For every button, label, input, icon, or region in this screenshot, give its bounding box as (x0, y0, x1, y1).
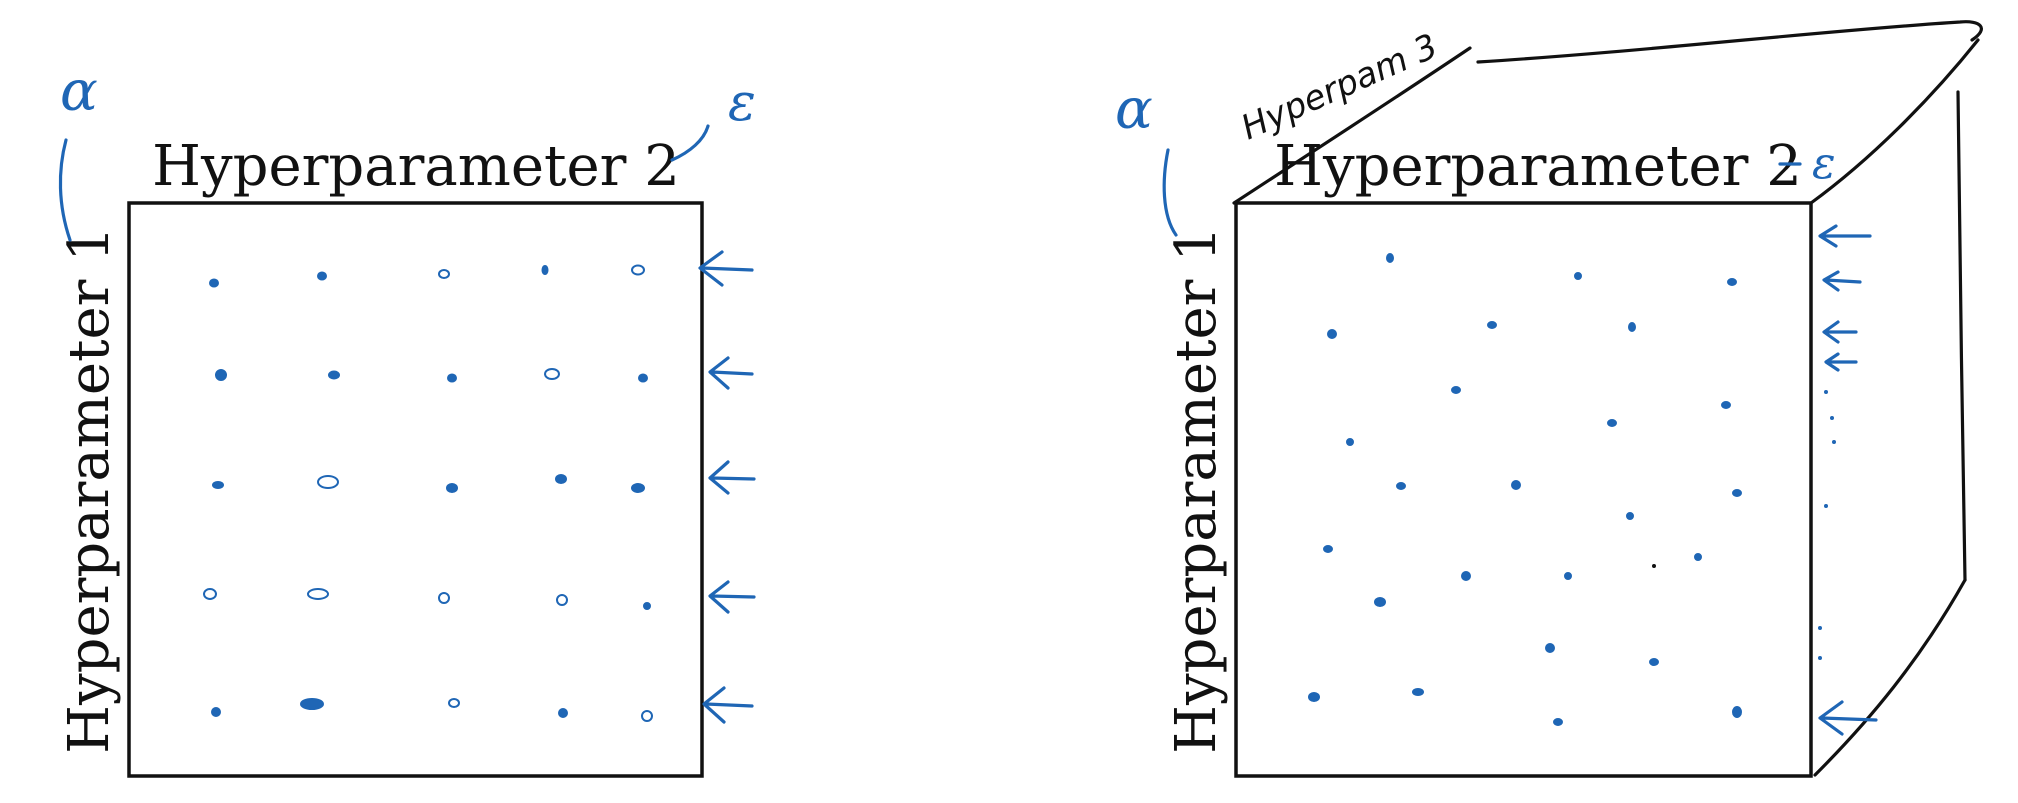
ellipsis-dot (1818, 656, 1822, 660)
arrow-icon (1822, 320, 1858, 344)
left-grid-points (203, 264, 653, 722)
arrow-icon (708, 356, 754, 390)
grid-point (203, 588, 217, 600)
grid-point (631, 264, 645, 276)
right-y-axis-label: Hyperparameter 1 (1164, 226, 1229, 754)
random-point (1451, 386, 1461, 394)
grid-point (638, 373, 648, 383)
random-point (1732, 489, 1742, 497)
random-point (1308, 692, 1320, 702)
grid-point (446, 483, 458, 493)
arrow-icon (708, 580, 756, 614)
grid-point (558, 708, 568, 718)
random-point (1323, 545, 1333, 553)
random-point (1626, 512, 1634, 520)
random-point (1487, 321, 1497, 329)
grid-point (555, 474, 567, 484)
random-point (1386, 253, 1394, 263)
right-random-points (1308, 253, 1742, 726)
random-point (1649, 658, 1659, 666)
ellipsis-dot (1824, 504, 1828, 508)
arrow-icon (1818, 700, 1878, 736)
right-plot-box (1234, 201, 1813, 778)
random-point (1694, 553, 1702, 561)
arrow-icon (1822, 270, 1862, 292)
grid-point (631, 483, 645, 493)
random-point (1374, 597, 1386, 607)
grid-point (212, 481, 224, 489)
left-y-axis-label: Hyperparameter 1 (57, 226, 122, 754)
grid-point (544, 368, 560, 380)
cube-top-left-edge (1232, 46, 1472, 205)
left-alpha-annotation: α (60, 59, 98, 124)
grid-point (317, 475, 339, 489)
random-point (1461, 571, 1471, 581)
cube-top-right-edge (1809, 38, 1980, 205)
random-point (1564, 572, 1572, 580)
cube-back-top-edge (1476, 20, 1983, 64)
random-point (1727, 278, 1737, 286)
grid-point (643, 602, 651, 610)
grid-point (556, 594, 568, 606)
cube-back-right-edge (1956, 90, 1967, 582)
grid-point (438, 269, 450, 279)
random-point (1574, 272, 1582, 280)
right-depth-arrows (1818, 224, 1878, 736)
random-point (1553, 718, 1563, 726)
random-point (1607, 419, 1617, 427)
ellipsis-dot (1824, 390, 1828, 394)
random-point (1628, 322, 1636, 332)
random-point (1511, 480, 1521, 490)
grid-point (447, 373, 457, 383)
left-plot-box (127, 201, 704, 778)
grid-point (211, 707, 221, 717)
cube-bottom-right-edge (1813, 578, 1967, 777)
grid-point (438, 592, 450, 604)
grid-point (215, 369, 227, 381)
right-alpha-tick (1162, 148, 1178, 237)
grid-point (641, 710, 653, 722)
grid-point (307, 588, 329, 600)
random-point (1545, 643, 1555, 653)
right-layer-dots (1818, 390, 1836, 660)
ellipsis-dot (1832, 440, 1836, 444)
arrow-icon (698, 250, 754, 287)
arrow-icon (708, 460, 756, 495)
right-random-panel: Hyperpam 3 Hyperparameter 2 Hyperparamet… (1115, 20, 1983, 778)
left-epsilon-tick (670, 124, 710, 162)
left-grid-panel: Hyperparameter 2 Hyperparameter 1 α ε (57, 59, 756, 778)
right-x-axis-label: Hyperparameter 2 (1274, 134, 1802, 199)
left-x-axis-label: Hyperparameter 2 (152, 134, 680, 199)
grid-point (328, 370, 340, 380)
random-point (1732, 706, 1742, 718)
grid-point (448, 698, 460, 708)
random-point (1346, 438, 1354, 446)
left-row-arrows (698, 250, 756, 724)
grid-point (300, 698, 324, 710)
arrow-icon (1818, 224, 1872, 248)
right-alpha-annotation: α (1115, 77, 1153, 142)
grid-point (317, 271, 327, 281)
arrow-icon (702, 686, 754, 724)
grid-point (541, 265, 549, 275)
left-epsilon-annotation: ε (728, 73, 756, 133)
left-alpha-tick (58, 138, 72, 242)
random-point (1412, 688, 1424, 696)
random-point (1721, 401, 1731, 409)
random-point (1327, 329, 1337, 339)
right-epsilon-annotation: ε (1812, 138, 1836, 189)
arrow-icon (1824, 352, 1858, 372)
grid-point (209, 278, 219, 288)
random-point (1396, 482, 1406, 490)
ellipsis-dot (1818, 626, 1822, 630)
black-point (1652, 564, 1656, 568)
ellipsis-dot (1830, 416, 1834, 420)
